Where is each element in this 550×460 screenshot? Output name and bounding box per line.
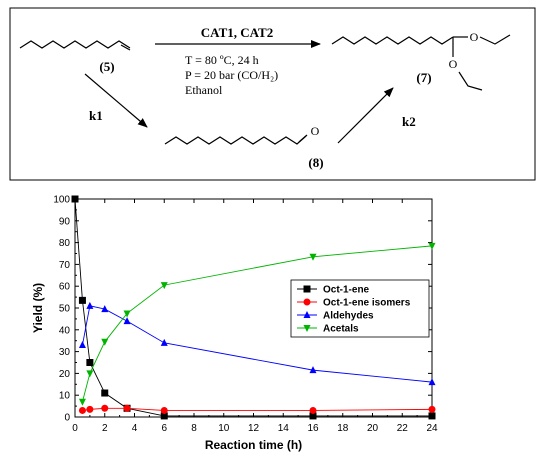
data-point (101, 305, 109, 313)
legend-label: Oct-1-ene (323, 285, 370, 296)
x-tick-label: 22 (397, 423, 409, 434)
y-tick-label: 50 (59, 304, 71, 315)
data-point (160, 338, 168, 346)
series-aldehydes (78, 301, 436, 386)
compound-label-product: (7) (416, 70, 431, 85)
x-tick-label: 20 (367, 423, 379, 434)
y-tick-label: 0 (64, 413, 70, 424)
data-point (160, 412, 168, 420)
legend-swatch-marker (303, 311, 311, 318)
data-point (101, 338, 109, 346)
x-tick-label: 12 (248, 423, 260, 434)
rate-constant-k2: k2 (402, 114, 416, 129)
data-point (309, 253, 317, 261)
data-point (428, 378, 436, 386)
data-point (101, 404, 109, 412)
yield-chart: 0 2 4 6 8 10 12 14 16 18 20 22 240102030405060708090… (31, 195, 438, 453)
data-point (78, 296, 86, 304)
catalysts-label: CAT1, CAT2 (201, 25, 273, 40)
acetal-ethyl-1 (479, 34, 511, 45)
compound-label-intermediate: (8) (308, 155, 323, 170)
y-axis-title: Yield (%) (31, 283, 45, 333)
acetal-chain-structure (331, 36, 454, 45)
x-tick-label: 4 (132, 423, 138, 434)
data-point (309, 406, 317, 414)
oct-1-ene-double-bond (120, 44, 131, 51)
data-point (160, 282, 168, 290)
data-point (78, 341, 86, 349)
legend-swatch-marker (303, 325, 311, 332)
data-point (123, 404, 131, 412)
condition-temperature: T = 80 ºC, 24 h (185, 53, 259, 67)
chart-axes: 0 2 4 6 8 10 12 14 16 18 20 22 240102030405060708090… (31, 195, 438, 453)
legend-label: Oct-1-ene isomers (323, 298, 411, 309)
data-point (309, 366, 317, 374)
reaction-scheme: (5) CAT1, CAT2 T = 80 ºC, 24 h P = 20 ba… (9, 7, 536, 181)
acetal-ethyl-2 (458, 71, 483, 91)
y-tick-label: 60 (59, 282, 71, 293)
x-tick-label: 6 (161, 423, 167, 434)
oct-1-ene-structure (19, 40, 131, 49)
legend-box (290, 279, 430, 338)
series-oct-1-ene-isomers (78, 404, 436, 414)
x-tick-label: 8 (191, 423, 197, 434)
x-tick-label: 18 (337, 423, 349, 434)
data-point (101, 389, 109, 397)
acetal-oxygen-2: O (449, 57, 458, 71)
y-tick-label: 90 (59, 216, 71, 227)
condition-solvent: Ethanol (185, 83, 223, 97)
chart-series (71, 195, 436, 420)
y-tick-label: 30 (59, 347, 71, 358)
data-point (71, 195, 79, 203)
data-point (428, 412, 436, 420)
y-tick-label: 10 (59, 391, 71, 402)
data-point (86, 405, 94, 413)
y-tick-label: 80 (59, 238, 71, 249)
aldehyde-structure (164, 135, 307, 145)
y-tick-label: 40 (59, 325, 71, 336)
data-point (86, 370, 94, 378)
legend-swatch-marker (303, 285, 311, 293)
x-tick-label: 14 (278, 423, 290, 434)
y-tick-label: 70 (59, 260, 71, 271)
x-axis-title: Reaction time (h) (205, 438, 302, 452)
data-point (160, 406, 168, 414)
data-point (123, 317, 131, 325)
x-tick-label: 24 (426, 423, 438, 434)
data-point (428, 405, 436, 413)
data-point (309, 412, 317, 420)
legend-label: Aldehydes (323, 311, 374, 322)
x-tick-label: 16 (307, 423, 319, 434)
condition-pressure: P = 20 bar (CO/H₂) (185, 68, 278, 82)
data-point (86, 301, 94, 309)
compound-label-reactant: (5) (99, 59, 114, 74)
rate-constant-k1: k1 (89, 108, 103, 123)
x-tick-label: 0 (72, 423, 78, 434)
data-point (78, 398, 86, 406)
data-point (428, 242, 436, 250)
legend-label: Acetals (323, 324, 359, 335)
legend-swatch-marker (303, 298, 311, 306)
y-tick-label: 100 (53, 195, 70, 206)
k1-arrow (84, 73, 148, 128)
x-tick-label: 2 (102, 423, 108, 434)
aldehyde-carbonyl-double-bond (298, 134, 308, 143)
aldehyde-oxygen: O (311, 124, 320, 138)
y-tick-label: 20 (59, 369, 71, 380)
data-point (86, 359, 94, 366)
k2-arrow (337, 87, 394, 144)
acetal-oxygen-1: O (470, 30, 479, 44)
data-point (78, 406, 86, 414)
data-point (123, 310, 131, 318)
series-line (74, 198, 432, 417)
x-tick-label: 10 (218, 423, 230, 434)
chart-legend: Oct-1-ene Oct-1-ene isomers Aldehydes Aceta… (290, 279, 430, 338)
scheme-border (9, 7, 536, 181)
series-acetals (78, 242, 436, 406)
